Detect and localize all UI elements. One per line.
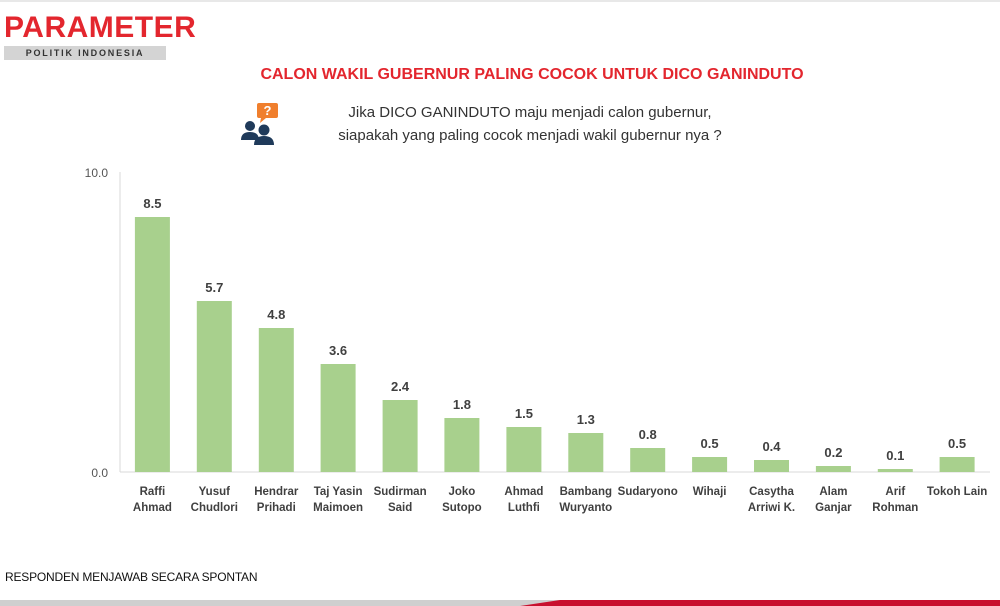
data-label: 3.6 bbox=[329, 343, 347, 358]
category-label: Raffi Ahmad bbox=[133, 486, 172, 514]
category-label: Taj Yasin Maimoen bbox=[313, 486, 363, 514]
bar bbox=[630, 448, 666, 472]
bar bbox=[568, 433, 604, 472]
bar bbox=[877, 469, 913, 472]
category-label: Sudirman Said bbox=[374, 486, 427, 514]
data-label: 0.8 bbox=[639, 427, 657, 442]
bar-chart: 10.0 0.0 8.5 Raffi Ahmad 5.7 Yusuf Chudlori 4.… bbox=[85, 166, 990, 514]
brand-name: PARAMETER bbox=[4, 11, 197, 44]
category-label: Ahmad Luthfi bbox=[504, 486, 543, 514]
question-line-2: siapakah yang paling cocok menjadi wakil… bbox=[338, 127, 722, 144]
bar bbox=[196, 301, 232, 472]
bottom-decoration bbox=[0, 600, 1000, 606]
bar bbox=[754, 460, 789, 472]
bar bbox=[692, 457, 728, 472]
bar bbox=[320, 364, 356, 472]
y-tick-label: 0.0 bbox=[91, 466, 108, 480]
data-label: 1.8 bbox=[453, 397, 471, 412]
top-border bbox=[0, 0, 1000, 2]
data-label: 4.8 bbox=[267, 307, 285, 322]
chart-title: CALON WAKIL GUBERNUR PALING COCOK UNTUK … bbox=[260, 66, 804, 83]
data-label: 0.5 bbox=[701, 436, 719, 451]
data-label: 2.4 bbox=[391, 379, 410, 394]
bar bbox=[939, 457, 975, 472]
data-label: 0.4 bbox=[762, 439, 781, 454]
category-label: Joko Sutopo bbox=[442, 486, 482, 514]
bar bbox=[134, 217, 170, 472]
category-label: Hendrar Prihadi bbox=[254, 486, 299, 514]
people-question-icon: ? bbox=[241, 103, 278, 145]
y-tick-label: 10.0 bbox=[85, 166, 109, 180]
bar bbox=[815, 466, 851, 472]
data-label: 0.1 bbox=[886, 448, 904, 463]
footnote: RESPONDEN MENJAWAB SECARA SPONTAN bbox=[5, 570, 258, 584]
category-label: Casytha Arriwi K. bbox=[748, 486, 795, 514]
bar bbox=[444, 418, 480, 472]
category-label: Bambang Wuryanto bbox=[559, 486, 612, 514]
bar bbox=[506, 427, 542, 472]
data-label: 0.2 bbox=[824, 445, 842, 460]
category-label: Alam Ganjar bbox=[815, 486, 852, 514]
data-label: 8.5 bbox=[143, 196, 161, 211]
bar bbox=[382, 400, 418, 472]
question-line-1: Jika DICO GANINDUTO maju menjadi calon g… bbox=[348, 104, 712, 121]
data-label: 5.7 bbox=[205, 280, 223, 295]
data-label: 0.5 bbox=[948, 436, 966, 451]
bar bbox=[258, 328, 294, 472]
data-label: 1.5 bbox=[515, 406, 533, 421]
category-label: Arif Rohman bbox=[872, 486, 918, 514]
category-label: Wihaji bbox=[693, 486, 727, 498]
brand-subtitle: POLITIK INDONESIA bbox=[4, 46, 166, 60]
category-label: Yusuf Chudlori bbox=[191, 486, 238, 514]
brand-logo: PARAMETER POLITIK INDONESIA bbox=[4, 12, 196, 60]
survey-question: Jika DICO GANINDUTO maju menjadi calon g… bbox=[310, 101, 750, 147]
category-label: Sudaryono bbox=[618, 486, 678, 498]
svg-text:?: ? bbox=[264, 103, 272, 118]
category-label: Tokoh Lain bbox=[927, 486, 987, 498]
data-label: 1.3 bbox=[577, 412, 595, 427]
